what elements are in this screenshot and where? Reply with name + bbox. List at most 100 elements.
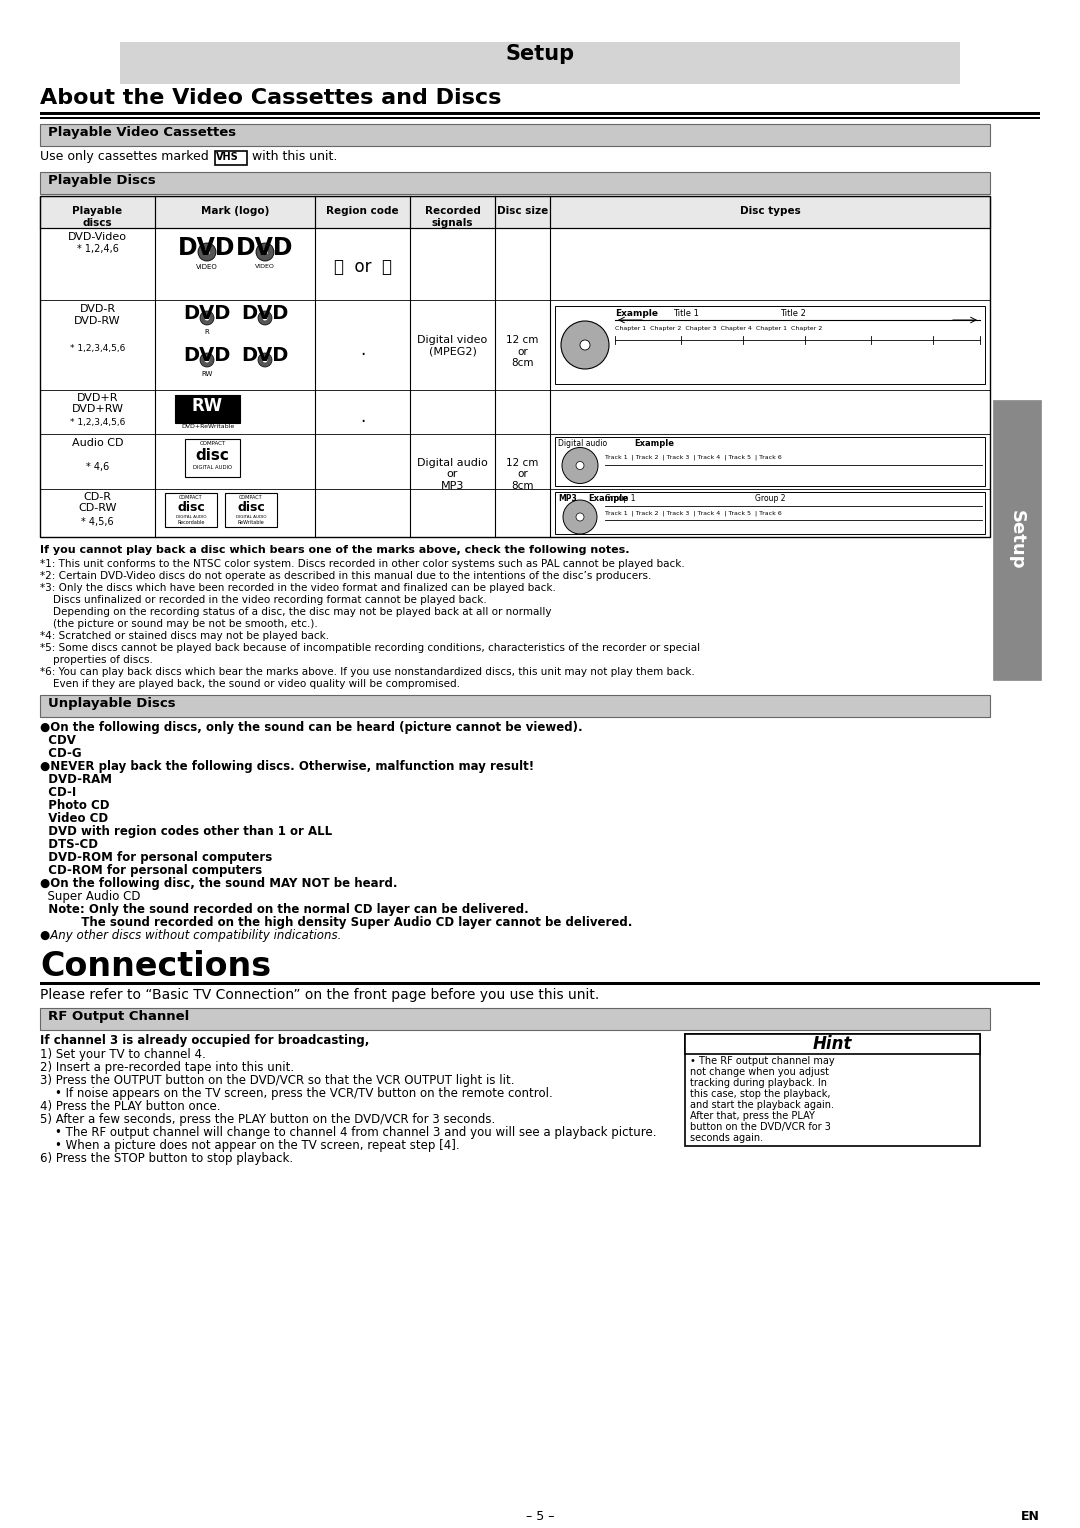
Text: Video CD: Video CD xyxy=(40,811,108,825)
Text: Setup: Setup xyxy=(1008,510,1026,570)
Circle shape xyxy=(262,315,268,321)
Bar xyxy=(993,400,1041,680)
Text: DTS-CD: DTS-CD xyxy=(40,837,98,851)
Text: Example: Example xyxy=(588,494,627,503)
Text: DVD: DVD xyxy=(241,345,288,365)
Text: Super Audio CD: Super Audio CD xyxy=(40,889,140,903)
Text: *5: Some discs cannot be played back because of incompatible recording condition: *5: Some discs cannot be played back bec… xyxy=(40,643,700,652)
Bar xyxy=(40,983,1040,984)
Bar xyxy=(40,173,990,194)
Circle shape xyxy=(204,249,210,255)
Bar xyxy=(175,396,240,423)
Text: * 4,6: * 4,6 xyxy=(86,461,109,472)
Text: Digital video
(MPEG2): Digital video (MPEG2) xyxy=(417,335,488,356)
Text: *2: Certain DVD-Video discs do not operate as described in this manual due to th: *2: Certain DVD-Video discs do not opera… xyxy=(40,571,651,581)
Text: Digital audio
or
MP3: Digital audio or MP3 xyxy=(417,457,488,490)
Text: button on the DVD/VCR for 3: button on the DVD/VCR for 3 xyxy=(690,1122,831,1132)
Bar xyxy=(685,1034,980,1146)
Text: RF Output Channel: RF Output Channel xyxy=(48,1010,189,1024)
Text: this case, stop the playback,: this case, stop the playback, xyxy=(690,1089,831,1099)
Text: DVD: DVD xyxy=(184,345,231,365)
Circle shape xyxy=(262,249,268,255)
Text: DIGITAL AUDIO: DIGITAL AUDIO xyxy=(176,515,206,520)
Text: DIGITAL AUDIO: DIGITAL AUDIO xyxy=(235,515,267,520)
Bar xyxy=(185,439,240,477)
Text: Please refer to “Basic TV Connection” on the front page before you use this unit: Please refer to “Basic TV Connection” on… xyxy=(40,989,599,1002)
Bar xyxy=(215,151,247,165)
Text: tracking during playback. In: tracking during playback. In xyxy=(690,1077,827,1088)
Text: Even if they are played back, the sound or video quality will be compromised.: Even if they are played back, the sound … xyxy=(40,678,460,689)
Text: not change when you adjust: not change when you adjust xyxy=(690,1067,829,1077)
Text: properties of discs.: properties of discs. xyxy=(40,656,153,665)
Text: Playable Video Cassettes: Playable Video Cassettes xyxy=(48,125,237,139)
Text: 4) Press the PLAY button once.: 4) Press the PLAY button once. xyxy=(40,1100,220,1112)
Text: COMPACT: COMPACT xyxy=(200,442,226,446)
Text: DVD-R: DVD-R xyxy=(80,304,116,313)
Bar xyxy=(40,196,990,536)
Text: VIDEO: VIDEO xyxy=(197,264,218,270)
Text: Unplayable Discs: Unplayable Discs xyxy=(48,697,176,711)
Text: (the picture or sound may be not be smooth, etc.).: (the picture or sound may be not be smoo… xyxy=(40,619,318,630)
Text: Audio CD: Audio CD xyxy=(71,439,123,448)
Text: * 1,2,3,4,5,6: * 1,2,3,4,5,6 xyxy=(70,419,125,426)
Text: DVD: DVD xyxy=(178,235,235,260)
Text: Discs unfinalized or recorded in the video recording format cannot be played bac: Discs unfinalized or recorded in the vid… xyxy=(40,594,487,605)
Text: Track 1  | Track 2  | Track 3  | Track 4  | Track 5  | Track 6: Track 1 | Track 2 | Track 3 | Track 4 | … xyxy=(605,510,782,515)
Text: About the Video Cassettes and Discs: About the Video Cassettes and Discs xyxy=(40,89,501,108)
Bar xyxy=(120,41,960,84)
Text: Example: Example xyxy=(615,309,658,318)
Circle shape xyxy=(562,448,598,483)
Circle shape xyxy=(262,358,268,362)
Circle shape xyxy=(198,243,216,261)
Text: • If noise appears on the TV screen, press the VCR/TV button on the remote contr: • If noise appears on the TV screen, pre… xyxy=(40,1086,553,1100)
Text: Track 1  | Track 2  | Track 3  | Track 4  | Track 5  | Track 6: Track 1 | Track 2 | Track 3 | Track 4 | … xyxy=(605,455,782,460)
Circle shape xyxy=(563,500,597,533)
Bar xyxy=(555,437,985,486)
Text: Group 2: Group 2 xyxy=(755,494,785,503)
Text: * 1,2,4,6: * 1,2,4,6 xyxy=(77,244,119,254)
Bar xyxy=(40,1008,990,1030)
Text: DVD+ReWritable: DVD+ReWritable xyxy=(180,423,234,429)
Text: EN: EN xyxy=(1021,1510,1039,1523)
Bar xyxy=(40,112,1040,115)
Circle shape xyxy=(576,461,584,469)
Text: CD-RW: CD-RW xyxy=(78,503,117,513)
Text: Photo CD: Photo CD xyxy=(40,799,109,811)
Text: VHS: VHS xyxy=(216,151,239,162)
Text: DVD+R: DVD+R xyxy=(77,393,118,403)
Bar xyxy=(225,494,276,527)
Text: Disc size: Disc size xyxy=(497,206,549,215)
Text: Title 2: Title 2 xyxy=(780,309,806,318)
Text: CD-G: CD-G xyxy=(40,747,82,759)
Text: with this unit.: with this unit. xyxy=(248,150,337,163)
Text: Playable
discs: Playable discs xyxy=(72,206,122,228)
Text: – 5 –: – 5 – xyxy=(526,1510,554,1523)
Text: If you cannot play back a disc which bears one of the marks above, check the fol: If you cannot play back a disc which bea… xyxy=(40,545,630,555)
Bar xyxy=(40,118,1040,119)
Circle shape xyxy=(576,513,584,521)
Text: Note: Only the sound recorded on the normal CD layer can be delivered.: Note: Only the sound recorded on the nor… xyxy=(40,903,529,915)
Text: Connections: Connections xyxy=(40,950,271,983)
Text: DVD+RW: DVD+RW xyxy=(71,403,123,414)
Text: CD-R: CD-R xyxy=(83,492,111,503)
Text: DVD-Video: DVD-Video xyxy=(68,232,127,241)
Text: VIDEO: VIDEO xyxy=(255,264,275,269)
Text: disc: disc xyxy=(195,448,229,463)
Text: ●On the following disc, the sound MAY NOT be heard.: ●On the following disc, the sound MAY NO… xyxy=(40,877,397,889)
Bar xyxy=(685,1034,980,1054)
Circle shape xyxy=(204,358,210,362)
Text: * 1,2,3,4,5,6: * 1,2,3,4,5,6 xyxy=(70,344,125,353)
Text: and start the playback again.: and start the playback again. xyxy=(690,1100,834,1109)
Bar xyxy=(40,124,990,147)
Text: 12 cm
or
8cm: 12 cm or 8cm xyxy=(507,457,539,490)
Text: The sound recorded on the high density Super Audio CD layer cannot be delivered.: The sound recorded on the high density S… xyxy=(40,915,633,929)
Text: Depending on the recording status of a disc, the disc may not be played back at : Depending on the recording status of a d… xyxy=(40,607,552,617)
Circle shape xyxy=(258,312,272,325)
Text: Recorded
signals: Recorded signals xyxy=(424,206,481,228)
Text: Use only cassettes marked: Use only cassettes marked xyxy=(40,150,213,163)
Circle shape xyxy=(204,315,210,321)
Text: ●NEVER play back the following discs. Otherwise, malfunction may result!: ●NEVER play back the following discs. Ot… xyxy=(40,759,535,773)
Text: Region code: Region code xyxy=(326,206,399,215)
Text: Playable Discs: Playable Discs xyxy=(48,174,156,186)
Text: R: R xyxy=(204,329,210,335)
